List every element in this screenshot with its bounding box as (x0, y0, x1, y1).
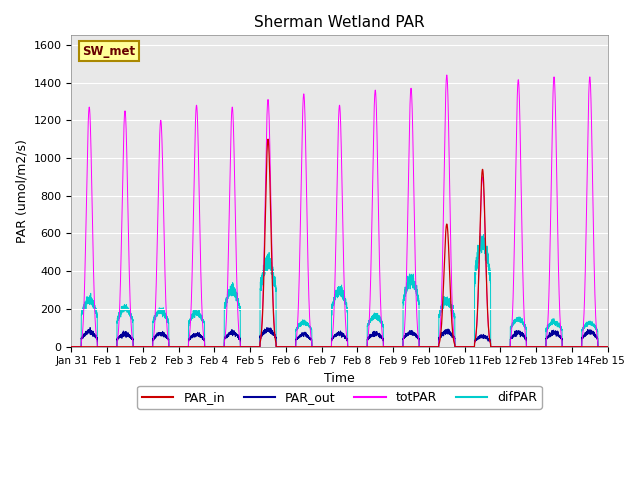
Y-axis label: PAR (umol/m2/s): PAR (umol/m2/s) (15, 139, 28, 243)
X-axis label: Time: Time (324, 372, 355, 385)
Title: Sherman Wetland PAR: Sherman Wetland PAR (254, 15, 425, 30)
Legend: PAR_in, PAR_out, totPAR, difPAR: PAR_in, PAR_out, totPAR, difPAR (137, 386, 542, 409)
Text: SW_met: SW_met (82, 45, 135, 58)
